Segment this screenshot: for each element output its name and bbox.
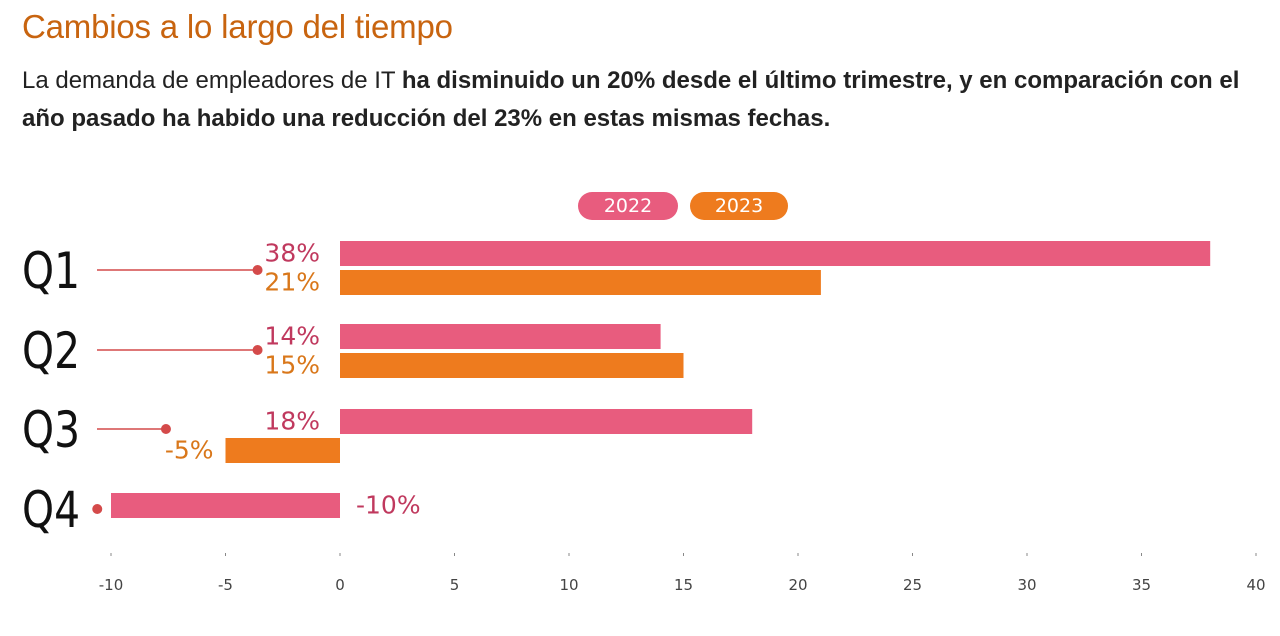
bar-2022-q3	[340, 409, 753, 434]
category-label: Q4	[22, 481, 80, 539]
category-label: Q2	[22, 322, 80, 380]
x-tick-label: 40	[1246, 576, 1265, 594]
bar-2022-q4	[111, 493, 340, 518]
x-tick-label: 5	[450, 576, 460, 594]
data-label-2023: 21%	[264, 268, 320, 297]
subtitle-bold: ha disminuido un 20% desde el último tri…	[22, 67, 1240, 132]
chart-subtitle: La demanda de empleadores de IT ha dismi…	[22, 62, 1262, 138]
x-tick-label: 25	[903, 576, 922, 594]
data-label-2022: 14%	[264, 322, 320, 351]
chart-title: Cambios a lo largo del tiempo	[22, 8, 453, 45]
lollipop-dot	[252, 265, 263, 275]
category-label: Q3	[22, 401, 80, 459]
bar-2023-q2	[340, 353, 684, 378]
bar-2022-q2	[340, 324, 661, 349]
x-tick-label: 30	[1017, 576, 1036, 594]
data-label-2022: 18%	[264, 407, 320, 436]
x-tick-label: 10	[559, 576, 578, 594]
x-tick-label: -10	[99, 576, 124, 594]
lollipop-dot	[252, 345, 263, 355]
x-tick-label: 35	[1132, 576, 1151, 594]
bar-2022-q1	[340, 241, 1211, 266]
lollipop-dot	[92, 504, 103, 514]
legend-2023: 2023	[690, 192, 788, 220]
x-tick-label: 20	[788, 576, 807, 594]
lollipop-dot	[160, 424, 171, 434]
subtitle-plain: La demanda de empleadores de IT	[22, 67, 402, 94]
data-label-2022: 38%	[264, 239, 320, 268]
x-tick-label: 15	[674, 576, 693, 594]
data-label-2023: 15%	[264, 351, 320, 380]
data-label-2023: -5%	[165, 436, 214, 465]
data-label-2022: -10%	[356, 491, 421, 520]
x-tick-label: 0	[335, 576, 345, 594]
x-tick-label: -5	[218, 576, 233, 594]
category-label: Q1	[22, 242, 80, 300]
bar-2023-q1	[340, 270, 821, 295]
bar-2023-q3	[225, 438, 340, 463]
legend-2022: 2022	[578, 192, 678, 220]
